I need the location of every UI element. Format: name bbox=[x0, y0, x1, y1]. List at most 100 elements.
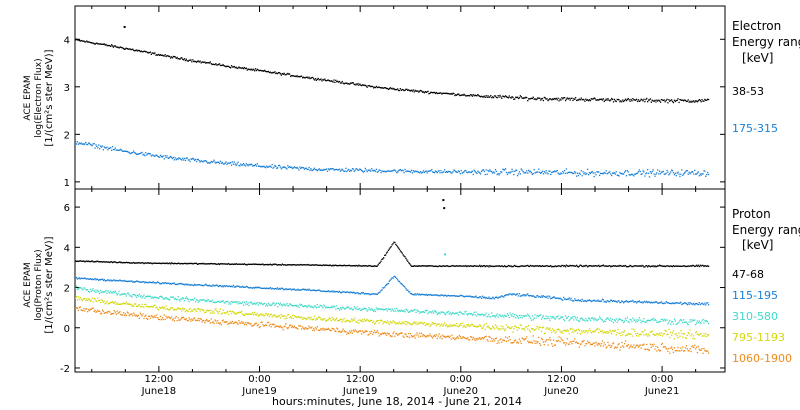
data-point bbox=[106, 146, 108, 148]
data-point bbox=[481, 96, 484, 98]
data-point bbox=[111, 292, 113, 294]
data-point bbox=[558, 173, 560, 175]
data-point bbox=[252, 287, 254, 289]
data-point bbox=[91, 260, 93, 262]
data-point bbox=[215, 320, 217, 322]
data-point bbox=[207, 299, 210, 301]
data-point bbox=[324, 305, 326, 307]
data-point bbox=[152, 316, 154, 319]
data-point bbox=[576, 299, 578, 302]
data-point bbox=[365, 330, 367, 332]
data-point bbox=[84, 143, 86, 145]
data-point bbox=[261, 321, 263, 323]
data-point bbox=[224, 162, 226, 164]
data-point bbox=[519, 95, 521, 97]
data-point bbox=[634, 99, 636, 101]
data-point bbox=[75, 143, 78, 145]
data-point bbox=[564, 170, 566, 172]
data-point bbox=[504, 265, 507, 268]
data-point bbox=[636, 344, 639, 347]
data-point bbox=[507, 294, 509, 296]
data-point bbox=[350, 330, 353, 332]
y-tick-label: 4 bbox=[64, 35, 70, 46]
data-point bbox=[564, 330, 566, 332]
data-point bbox=[384, 308, 386, 311]
data-point bbox=[135, 296, 138, 298]
data-point bbox=[529, 170, 532, 172]
data-point bbox=[588, 342, 590, 344]
data-point bbox=[297, 167, 299, 169]
data-point bbox=[387, 249, 390, 251]
data-point bbox=[367, 85, 369, 87]
data-point bbox=[442, 325, 444, 327]
data-point bbox=[139, 152, 141, 155]
data-point bbox=[543, 295, 545, 298]
series-310-580 bbox=[75, 253, 710, 326]
data-point bbox=[618, 318, 620, 320]
data-point bbox=[559, 340, 561, 343]
data-point bbox=[83, 277, 85, 280]
data-point bbox=[530, 265, 533, 267]
data-point bbox=[687, 332, 689, 334]
data-point bbox=[244, 313, 247, 315]
data-point bbox=[421, 311, 423, 313]
data-point bbox=[208, 62, 211, 64]
data-point bbox=[135, 295, 137, 297]
data-point bbox=[609, 319, 611, 322]
data-point bbox=[695, 302, 698, 305]
data-point bbox=[380, 308, 382, 311]
data-point bbox=[161, 296, 163, 298]
legend-title: [keV] bbox=[742, 51, 773, 65]
data-point bbox=[653, 266, 655, 268]
data-point bbox=[576, 317, 579, 319]
data-point bbox=[538, 265, 540, 267]
data-point bbox=[344, 264, 346, 267]
data-point bbox=[508, 171, 510, 173]
data-point bbox=[703, 265, 705, 268]
data-point bbox=[634, 301, 636, 303]
data-point bbox=[159, 315, 162, 317]
data-point bbox=[229, 162, 231, 164]
data-point bbox=[464, 295, 466, 298]
data-point bbox=[124, 150, 127, 152]
data-point bbox=[405, 257, 407, 260]
data-point bbox=[354, 169, 356, 171]
data-point bbox=[657, 100, 659, 102]
data-point bbox=[528, 98, 530, 100]
data-point bbox=[490, 265, 492, 268]
data-point bbox=[98, 299, 100, 302]
data-point bbox=[501, 315, 503, 318]
data-point bbox=[405, 288, 407, 290]
data-point bbox=[229, 322, 231, 324]
data-point bbox=[632, 335, 634, 337]
data-point bbox=[481, 327, 484, 330]
data-point bbox=[410, 309, 413, 311]
data-point bbox=[83, 260, 85, 262]
data-point bbox=[246, 164, 248, 166]
data-point bbox=[326, 290, 329, 293]
data-point bbox=[269, 287, 271, 289]
data-point bbox=[230, 161, 232, 164]
data-point bbox=[244, 67, 247, 70]
data-point bbox=[92, 307, 94, 309]
data-point bbox=[433, 310, 436, 312]
data-point bbox=[340, 318, 342, 321]
data-point bbox=[667, 102, 669, 104]
data-point bbox=[617, 300, 619, 302]
data-point bbox=[588, 299, 590, 302]
data-point bbox=[203, 61, 205, 64]
data-point bbox=[266, 166, 269, 168]
data-point bbox=[645, 265, 647, 267]
data-point bbox=[541, 97, 544, 100]
data-point bbox=[475, 295, 477, 297]
data-point bbox=[174, 283, 176, 285]
data-point bbox=[397, 170, 400, 172]
data-point bbox=[311, 169, 313, 171]
data-point bbox=[318, 289, 320, 291]
data-point bbox=[416, 293, 418, 295]
data-point bbox=[338, 264, 341, 267]
data-point bbox=[631, 173, 633, 175]
data-point bbox=[425, 91, 427, 93]
data-point bbox=[536, 265, 538, 267]
data-point bbox=[230, 300, 233, 303]
